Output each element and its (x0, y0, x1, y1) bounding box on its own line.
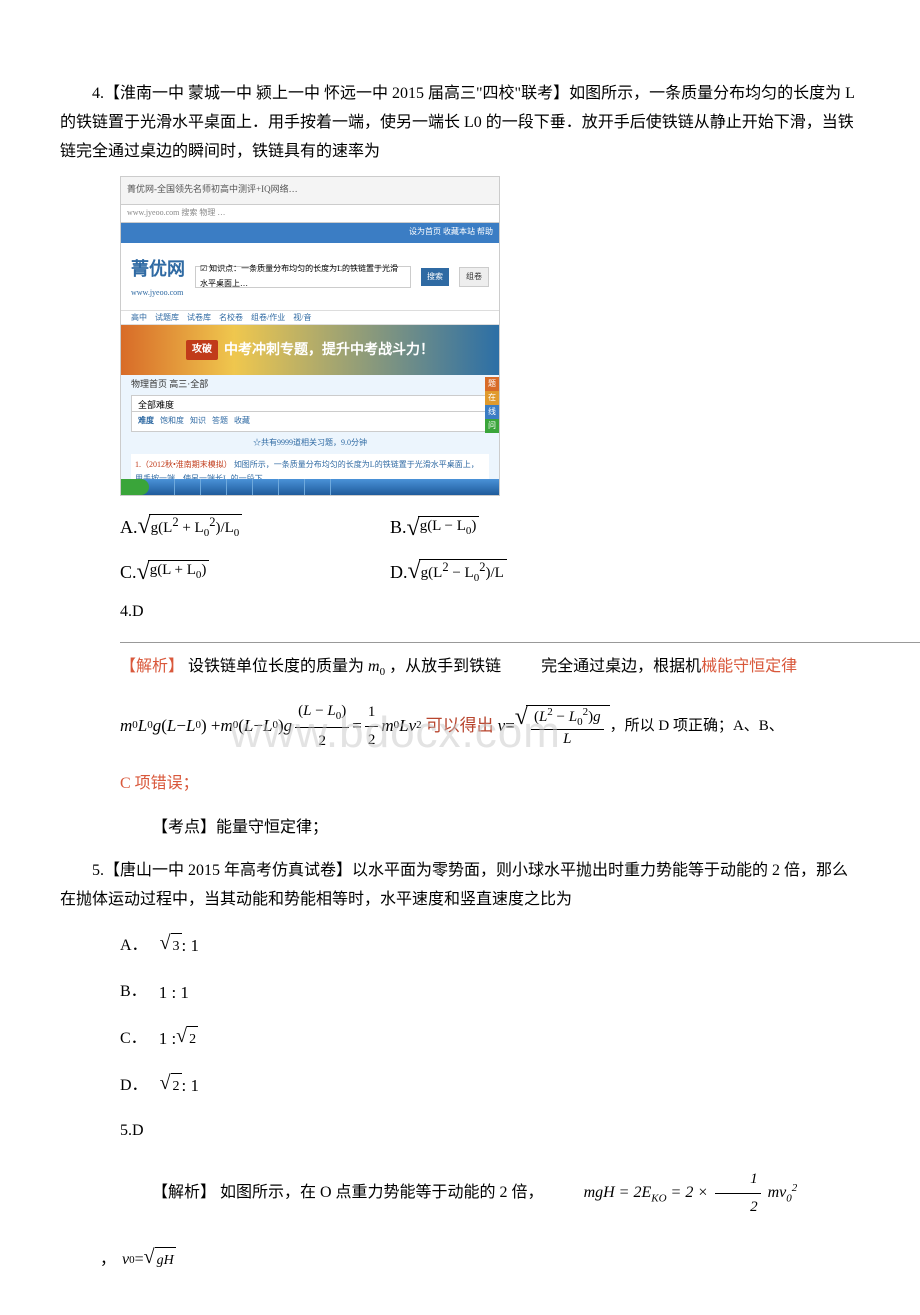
ss-group-btn: 组卷 (459, 267, 489, 287)
ss-url-bar: www.jyeoo.com 搜索 物理 … (121, 205, 499, 223)
ss-taskbar-item (279, 479, 305, 495)
q4-text: 4.【淮南一中 蒙城一中 颍上一中 怀远一中 2015 届高三"四校"联考】如图… (60, 80, 860, 166)
ss-ptab: 难度 (138, 414, 154, 428)
q5-option-d: D．√2 : 1 (120, 1071, 860, 1102)
ss-tab: 试卷库 (187, 311, 211, 324)
q5-option-a: A．√3 : 1 (120, 931, 860, 962)
q4-option-c: C.√g(L + L0) (120, 556, 390, 588)
ss-breadcrumb: 物理首页 高三·全部 (121, 375, 499, 391)
ss-tab: 高中 (131, 311, 147, 324)
ss-ptab: 知识 (190, 414, 206, 428)
ss-banner: 攻破 中考冲刺专题，提升中考战斗力！ (121, 325, 499, 375)
q4-solution-line1: 【解析】 设铁链单位长度的质量为 m0 ，从放手到铁链 隐藏 完全通过桌边，根据… (120, 653, 860, 683)
ss-taskbar-item (201, 479, 227, 495)
ss-logo: 菁优网 (131, 253, 185, 285)
ss-ptab: 收藏 (234, 414, 250, 428)
q5-answer: 5.D (120, 1117, 860, 1146)
ss-taskbar-item (175, 479, 201, 495)
ss-ptab: 答题 (212, 414, 228, 428)
ss-panel-tabs: 难度 饱和度 知识 答题 收藏 (132, 412, 488, 430)
q4-math-container: www.bdocx.com m0L0g(L − L0) + m0(L − L0)… (60, 698, 860, 755)
ss-searchbox: ☑ 知识点：一条质量分布均匀的长度为L的铁链置于光滑水平桌面上… (195, 266, 411, 288)
ss-start-button (121, 479, 149, 495)
ss-ptab: 饱和度 (160, 414, 184, 428)
ss-tab: 视/音 (293, 311, 311, 324)
q5-solution: 【解析】 如图所示，在 O 点重力势能等于动能的 2 倍， mgH = 2EKO… (120, 1166, 860, 1221)
ss-panel-header: 全部难度 (132, 396, 488, 412)
ss-banner-badge: 攻破 (186, 340, 218, 360)
ss-sidebtn: 题 (485, 377, 499, 391)
ss-taskbar (121, 479, 499, 495)
q4-equation: m0L0g(L − L0) + m0(L − L0)g (L − L0)2 = … (120, 698, 860, 755)
q5-option-b: B．1 : 1 (120, 978, 860, 1009)
q5-option-c: C．1 : √2 (120, 1024, 860, 1055)
q4-options: A.√g(L2 + L02)/L0 B.√g(L − L0) C.√g(L + … (120, 511, 860, 588)
divider (120, 642, 920, 643)
ss-search-btn: 搜索 (421, 268, 449, 286)
ss-filter-panel: 全部难度 难度 饱和度 知识 答题 收藏 (131, 395, 489, 431)
embedded-screenshot: 菁优网-全国领先名师初高中测评+IQ网络… www.jyeoo.com 搜索 物… (120, 176, 500, 496)
ss-header: 菁优网 www.jyeoo.com ☑ 知识点：一条质量分布均匀的长度为L的铁链… (121, 243, 499, 311)
ss-side-buttons: 题 在 线 问 (485, 377, 499, 433)
ss-logo-sub: www.jyeoo.com (131, 286, 185, 300)
ss-tab: 名校卷 (219, 311, 243, 324)
ss-taskbar-item (305, 479, 331, 495)
q4-option-a: A.√g(L2 + L02)/L0 (120, 511, 390, 543)
ss-top-links: 设为首页 收藏本站 帮助 (121, 223, 499, 243)
ss-taskbar-item (227, 479, 253, 495)
ss-nav-tabs: 高中 试题库 试卷库 名校卷 组卷/作业 视/音 (121, 311, 499, 325)
q4-kaodian: 【考点】能量守恒定律； (120, 814, 860, 843)
ss-result-source: 1.（2012秋•淮南期末模拟） (135, 460, 232, 469)
ss-browser-tab: 菁优网-全国领先名师初高中测评+IQ网络… (121, 177, 499, 205)
q4-option-b: B.√g(L − L0) (390, 511, 660, 543)
q4-c-wrong: C 项错误； (120, 770, 860, 799)
q5-text: 5.【唐山一中 2015 年高考仿真试卷】以水平面为零势面，则小球水平抛出时重力… (60, 857, 860, 915)
ss-tab: 试题库 (155, 311, 179, 324)
q5-options: A．√3 : 1 B．1 : 1 C．1 : √2 D．√2 : 1 (120, 931, 860, 1101)
ss-sidebtn: 线 (485, 405, 499, 419)
ss-tab: 组卷/作业 (251, 311, 285, 324)
ss-taskbar-item (149, 479, 175, 495)
ss-sidebtn: 问 (485, 419, 499, 433)
q4-answer: 4.D (120, 598, 860, 627)
q4-option-d: D.√g(L2 − L02)/L (390, 556, 660, 588)
q5-formula-2: ， v0 = √gH (100, 1246, 860, 1275)
ss-banner-text: 中考冲刺专题，提升中考战斗力！ (224, 338, 434, 363)
ss-sidebtn: 在 (485, 391, 499, 405)
ss-taskbar-item (253, 479, 279, 495)
ss-result-count: ☆共有9999道相关习题，9.0分钟 (121, 436, 499, 450)
